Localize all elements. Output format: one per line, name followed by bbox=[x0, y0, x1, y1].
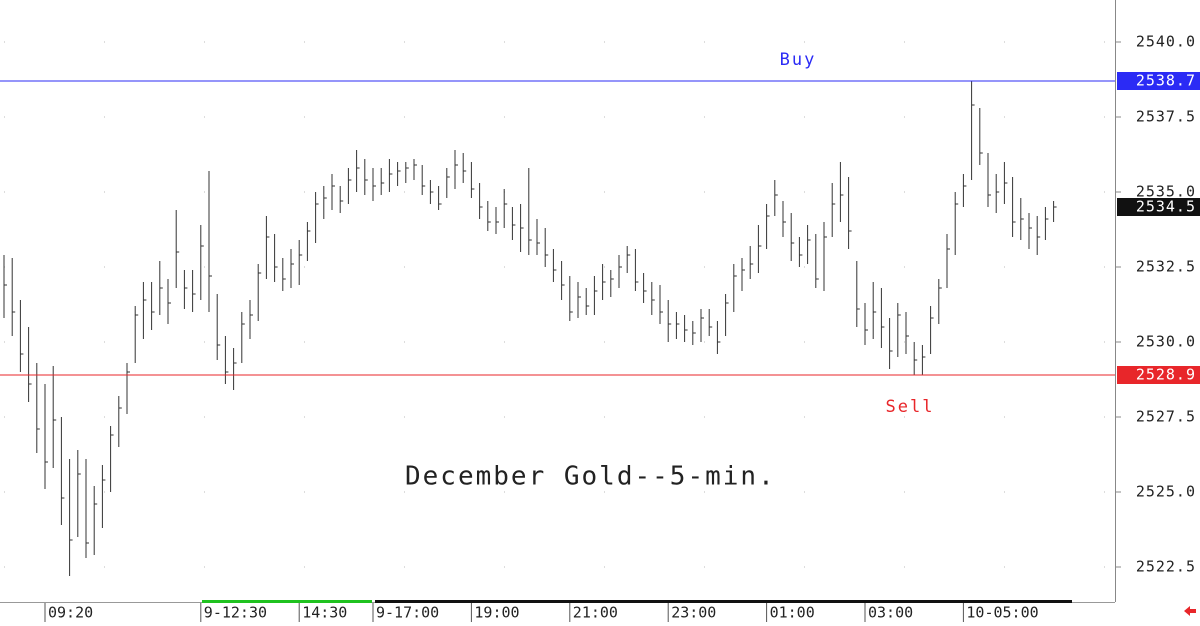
last-price-tag bbox=[1117, 198, 1200, 216]
scroll-arrow[interactable] bbox=[1184, 606, 1196, 616]
last-price-label: 2534.5 bbox=[1136, 198, 1196, 216]
price-tag bbox=[1117, 366, 1200, 384]
x-tick-label: 23:00 bbox=[671, 604, 716, 622]
x-tick-label: 03:00 bbox=[868, 604, 913, 622]
x-tick-label: 09:20 bbox=[48, 604, 93, 622]
session-bar bbox=[202, 600, 372, 603]
x-tick-label: 21:00 bbox=[573, 604, 618, 622]
x-tick-label: 9-17:00 bbox=[376, 604, 439, 622]
chart-title: December Gold--5-min. bbox=[405, 462, 776, 492]
y-tick-label: 2530.0 bbox=[1136, 333, 1196, 351]
y-tick-label: 2522.5 bbox=[1136, 558, 1196, 576]
price-tag-label: 2528.9 bbox=[1136, 366, 1196, 384]
y-tick-label: 2535.0 bbox=[1136, 183, 1196, 201]
y-tick-label: 2537.5 bbox=[1136, 108, 1196, 126]
x-tick-label: 14:30 bbox=[302, 604, 347, 622]
price-tag bbox=[1117, 72, 1200, 90]
y-tick-label: 2540.0 bbox=[1136, 33, 1196, 51]
level-label: Sell bbox=[886, 397, 935, 417]
price-tag-label: 2538.7 bbox=[1136, 72, 1196, 90]
y-tick-label: 2525.0 bbox=[1136, 483, 1196, 501]
x-tick-label: 01:00 bbox=[770, 604, 815, 622]
x-tick-label: 19:00 bbox=[474, 604, 519, 622]
y-tick-label: 2532.5 bbox=[1136, 258, 1196, 276]
session-bar bbox=[375, 600, 1072, 603]
y-tick-label: 2527.5 bbox=[1136, 408, 1196, 426]
x-tick-label: 9-12:30 bbox=[204, 604, 267, 622]
level-label: Buy bbox=[780, 50, 817, 70]
x-tick-label: 10-05:00 bbox=[966, 604, 1038, 622]
